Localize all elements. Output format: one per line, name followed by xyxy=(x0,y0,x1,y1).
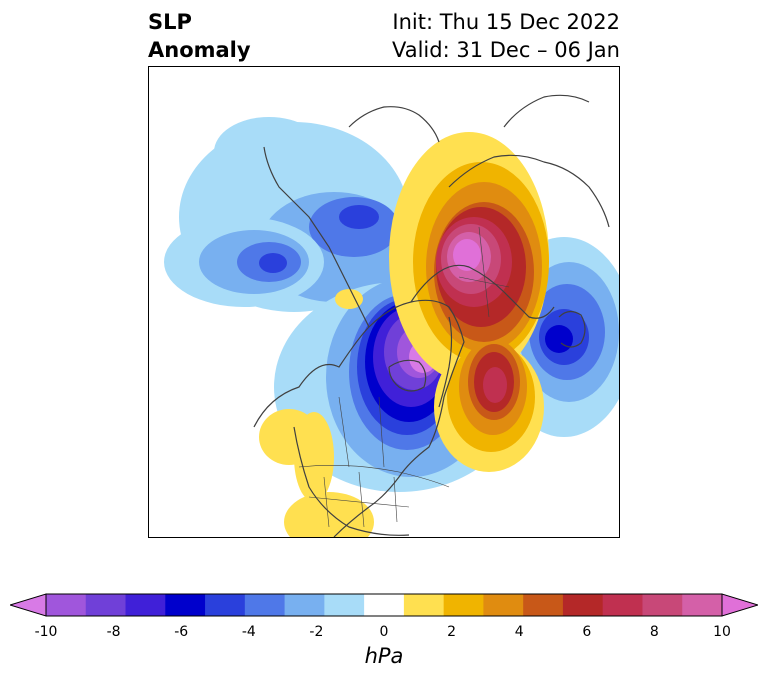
map-title-variable: SLP Anomaly xyxy=(148,8,251,64)
colorbar-tick-label: -6 xyxy=(174,624,189,640)
colorbar-bin xyxy=(364,594,405,616)
colorbar-bin xyxy=(324,594,365,616)
colorbar-arrow-low xyxy=(10,593,47,617)
colorbar-tick-label: 6 xyxy=(582,624,592,640)
coastlines xyxy=(253,94,610,537)
colorbar-bin xyxy=(562,594,604,616)
colorbar-units-label: hPa xyxy=(364,644,404,668)
colorbar-tick-label: 10 xyxy=(713,624,731,640)
colorbar-bin xyxy=(523,594,564,616)
negative-anomaly-west xyxy=(164,217,324,307)
colorbar-bin xyxy=(284,594,325,616)
colorbar-tick-label: 4 xyxy=(514,624,524,640)
colorbar-tick-label: 2 xyxy=(447,624,457,640)
colorbar-tick-label: -2 xyxy=(309,624,324,640)
colorbar xyxy=(10,593,758,617)
title-line-2: Anomaly xyxy=(148,38,251,62)
map-title-dates: Init: Thu 15 Dec 2022 Valid: 31 Dec – 06… xyxy=(392,8,620,64)
title-line-1: SLP xyxy=(148,10,192,34)
anomaly-map xyxy=(148,66,620,538)
colorbar-tick-label: 8 xyxy=(649,624,659,640)
colorbar-bin xyxy=(602,594,643,616)
colorbar-bin xyxy=(85,594,127,616)
colorbar-bin xyxy=(483,594,524,616)
colorbar-ticks: -10 -8 -6 -4 -2 0 2 4 6 8 10 xyxy=(0,624,768,644)
colorbar-bin xyxy=(244,594,286,616)
colorbar-bin xyxy=(682,594,723,616)
colorbar-bin xyxy=(205,594,246,616)
colorbar-tick-label: 0 xyxy=(379,624,389,640)
colorbar-bin xyxy=(403,594,445,616)
colorbar-tick-label: -8 xyxy=(106,624,121,640)
colorbar-bin xyxy=(642,594,683,616)
colorbar-bin xyxy=(165,594,206,616)
colorbar-tick-label: -4 xyxy=(241,624,256,640)
map-canvas xyxy=(164,94,619,537)
colorbar-bin xyxy=(46,594,87,616)
colorbar-arrow-high xyxy=(721,593,758,617)
init-date-label: Init: Thu 15 Dec 2022 xyxy=(392,10,620,34)
valid-date-label: Valid: 31 Dec – 06 Jan xyxy=(391,38,620,62)
colorbar-tick-label: -10 xyxy=(34,624,58,640)
political-borders xyxy=(298,226,510,528)
colorbar-bin xyxy=(443,594,484,616)
colorbar-bin xyxy=(125,594,166,616)
